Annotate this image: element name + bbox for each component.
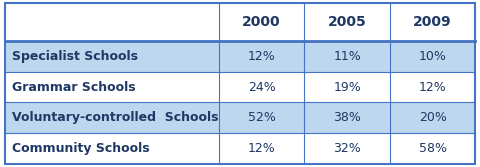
Bar: [219, 41, 304, 72]
Bar: [5, 72, 219, 102]
Text: 20%: 20%: [419, 111, 446, 124]
Text: 12%: 12%: [419, 80, 446, 94]
Bar: [304, 72, 390, 102]
Text: Grammar Schools: Grammar Schools: [12, 80, 136, 94]
Text: 32%: 32%: [334, 142, 361, 155]
Bar: [5, 3, 219, 41]
Text: Voluntary-controlled  Schools: Voluntary-controlled Schools: [12, 111, 218, 124]
Bar: [304, 41, 390, 72]
Bar: [304, 3, 390, 41]
Text: 38%: 38%: [333, 111, 361, 124]
Bar: [390, 102, 475, 133]
Text: Community Schools: Community Schools: [12, 142, 150, 155]
Text: 12%: 12%: [248, 142, 276, 155]
Bar: [5, 133, 219, 164]
Text: 58%: 58%: [419, 142, 446, 155]
Bar: [304, 133, 390, 164]
Text: 2005: 2005: [328, 15, 367, 29]
Bar: [390, 72, 475, 102]
Bar: [219, 133, 304, 164]
Bar: [219, 102, 304, 133]
Text: 11%: 11%: [334, 50, 361, 63]
Text: 19%: 19%: [334, 80, 361, 94]
Bar: [219, 72, 304, 102]
Text: 24%: 24%: [248, 80, 276, 94]
Bar: [390, 133, 475, 164]
Text: 2000: 2000: [242, 15, 281, 29]
Text: 10%: 10%: [419, 50, 446, 63]
Bar: [304, 102, 390, 133]
Bar: [390, 3, 475, 41]
Bar: [5, 41, 219, 72]
Text: Specialist Schools: Specialist Schools: [12, 50, 138, 63]
Text: 12%: 12%: [248, 50, 276, 63]
Text: 52%: 52%: [248, 111, 276, 124]
Bar: [390, 41, 475, 72]
Bar: [5, 102, 219, 133]
Text: 2009: 2009: [413, 15, 452, 29]
Bar: [219, 3, 304, 41]
